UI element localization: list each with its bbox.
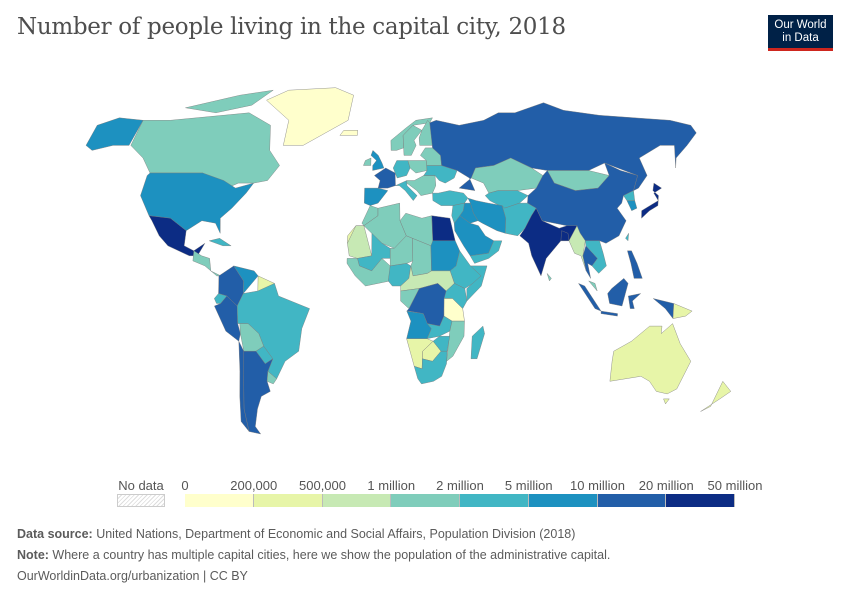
legend-tick-label: 1 million [367, 478, 416, 493]
legend-tick-label: 200,000 [230, 478, 278, 493]
country-kazakhstan[interactable] [471, 157, 544, 194]
legend-tick-label: 2 million [436, 478, 484, 493]
country-iceland[interactable] [339, 130, 358, 136]
country-northkorea[interactable] [623, 190, 635, 201]
country-png[interactable] [672, 303, 693, 319]
legend-bin[interactable] [460, 494, 529, 507]
source-text: United Nations, Department of Economic a… [92, 527, 576, 541]
data-source: Data source: United Nations, Department … [17, 527, 575, 541]
country-iberia[interactable] [364, 187, 388, 206]
no-data-swatch[interactable] [117, 494, 165, 507]
country-southkorea[interactable] [626, 200, 638, 211]
country-westpapua[interactable] [653, 298, 674, 319]
country-australia[interactable] [609, 323, 691, 395]
country-indochina[interactable] [585, 240, 607, 274]
country-alaska[interactable] [85, 117, 144, 151]
country-southafrica[interactable] [414, 351, 448, 385]
legend-bin[interactable] [253, 494, 323, 507]
country-ireland[interactable] [363, 157, 372, 166]
logo-line-2: in Data [782, 32, 819, 44]
country-egypt[interactable] [431, 215, 456, 242]
chart-title: Number of people living in the capital c… [17, 14, 566, 40]
country-germany[interactable] [393, 160, 411, 179]
legend-bin[interactable] [528, 494, 598, 507]
country-greenland[interactable] [266, 87, 354, 146]
country-srilanka[interactable] [546, 273, 552, 282]
country-sulawesi[interactable] [628, 293, 641, 309]
note-label: Note: [17, 548, 49, 562]
country-yemen[interactable] [470, 240, 503, 264]
source-label: Data source: [17, 527, 93, 541]
country-russia[interactable] [429, 102, 697, 191]
country-mozambique[interactable] [446, 320, 465, 362]
country-cuba[interactable] [208, 238, 232, 247]
note: Note: Where a country has multiple capit… [17, 548, 610, 562]
legend-tick-label: 0 [181, 478, 189, 493]
country-newzealand[interactable] [700, 381, 731, 412]
world-map [85, 87, 731, 435]
country-borneo[interactable] [607, 278, 629, 307]
legend-tick-label: 10 million [570, 478, 625, 493]
country-madagascar[interactable] [470, 325, 485, 359]
country-japan[interactable] [641, 182, 662, 219]
country-zimbabwe[interactable] [432, 336, 450, 352]
legend-tick-label: 500,000 [299, 478, 346, 493]
country-java[interactable] [600, 310, 618, 317]
legend-bin[interactable] [666, 494, 735, 507]
country-uruguay[interactable] [266, 371, 277, 385]
country-turkey[interactable] [432, 190, 469, 206]
country-philippines[interactable] [627, 250, 643, 279]
country-sumatra[interactable] [578, 283, 602, 312]
note-text: Where a country has multiple capital cit… [48, 548, 611, 562]
legend-tick-label: 5 million [504, 478, 553, 493]
legend-bin[interactable] [322, 494, 392, 507]
no-data-label: No data [118, 478, 164, 493]
source-link[interactable]: OurWorldinData.org/urbanization | CC BY [17, 569, 248, 583]
country-taiwan[interactable] [625, 233, 629, 242]
legend-tick-label: 20 million [638, 478, 694, 493]
country-france[interactable] [374, 167, 396, 189]
country-poland[interactable] [407, 160, 428, 174]
country-venezuela[interactable] [233, 265, 259, 294]
country-balkans[interactable] [406, 175, 436, 196]
legend-bin[interactable] [391, 494, 460, 507]
country-centralamerica[interactable] [192, 250, 222, 277]
color-legend: No data 0 200,000 500,000 1 million 2 millio… [0, 470, 850, 520]
country-argentina[interactable] [243, 351, 273, 435]
logo-line-1: Our World [774, 19, 827, 31]
country-bangladesh[interactable] [560, 230, 570, 242]
country-levant[interactable] [451, 202, 465, 224]
country-mexico[interactable] [148, 215, 206, 257]
country-congo[interactable] [400, 288, 420, 309]
country-mauritania[interactable] [347, 225, 372, 259]
legend-tick-label: 50 million [707, 478, 763, 493]
owid-logo[interactable]: Our World in Data [768, 15, 833, 51]
legend-bin[interactable] [185, 494, 254, 507]
country-tasmania[interactable] [663, 398, 670, 405]
legend-bin[interactable] [597, 494, 667, 507]
country-malaysia[interactable] [588, 280, 598, 292]
country-uk[interactable] [370, 150, 385, 171]
country-canadaarctic[interactable] [185, 89, 274, 114]
